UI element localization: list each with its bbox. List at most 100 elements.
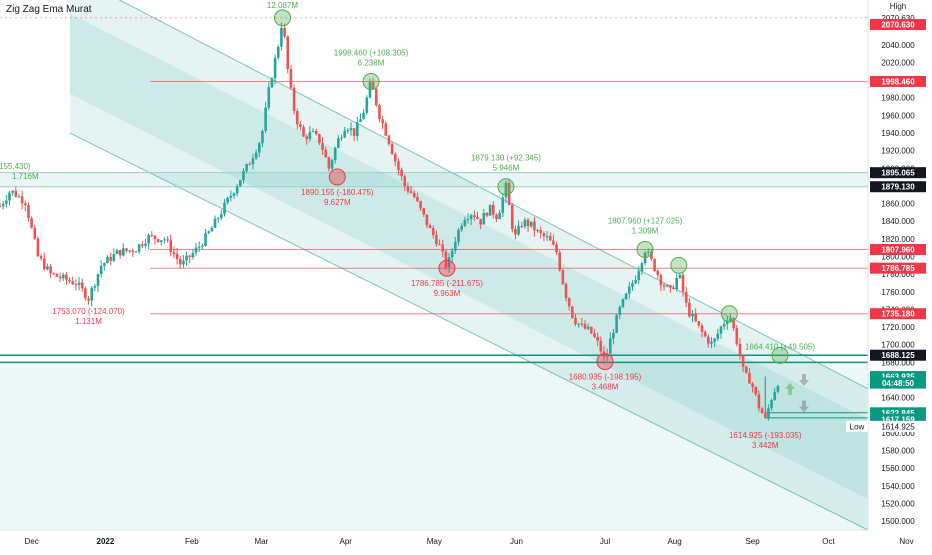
candle-body <box>713 338 716 342</box>
candle-body <box>131 250 135 253</box>
candle-body <box>599 340 603 352</box>
channel-fill-outer <box>70 0 868 530</box>
candle-body <box>412 192 416 198</box>
price-tag <box>870 420 926 432</box>
candle-body <box>754 386 758 395</box>
projection-arrows <box>785 374 809 413</box>
candle-body <box>514 229 517 235</box>
candle-body <box>197 246 201 248</box>
candle-body <box>359 119 362 123</box>
candle-body <box>115 250 119 255</box>
candle-body <box>42 258 46 270</box>
price-tick-label: 1920.000 <box>881 147 915 156</box>
candle-body <box>441 244 445 252</box>
zigzag-annotation: 1680.935 (-198.195) <box>569 373 642 382</box>
zigzag-annotation: 1753.070 (-124.070) <box>52 307 125 316</box>
candle-body <box>153 235 157 240</box>
candle-body <box>226 197 229 203</box>
candle-body <box>289 69 293 88</box>
zigzag-high-marker <box>497 178 515 196</box>
zigzag-annotation: 9.963M <box>434 289 461 298</box>
candle-body <box>422 208 426 215</box>
candle-body <box>526 219 530 227</box>
candle-body <box>343 130 346 138</box>
candle-body <box>748 372 751 384</box>
candle-body <box>457 229 460 242</box>
candle-body <box>444 251 448 268</box>
candle-body <box>710 341 713 344</box>
candle-body <box>650 251 653 260</box>
candle-body <box>450 250 454 258</box>
candle-body <box>621 299 625 307</box>
time-tick-label: Aug <box>667 537 681 546</box>
price-tag-label: High <box>890 2 906 11</box>
candle-body <box>20 196 24 204</box>
candle-body <box>216 218 220 220</box>
candle-body <box>232 193 236 196</box>
candle-body <box>767 408 770 418</box>
candle-body <box>378 105 381 120</box>
candle-body <box>473 215 476 217</box>
candle-body <box>144 243 147 246</box>
zigzag-annotation: 1879.130 (+92.345) <box>471 154 541 163</box>
price-tick-label: 1720.000 <box>881 323 915 332</box>
candle-body <box>39 256 43 259</box>
zigzag-annotation: 1614.925 (-193.035) <box>729 431 802 440</box>
candle-body <box>340 137 343 139</box>
candle-body <box>678 274 682 278</box>
zigzag-annotation: 5.946M <box>493 164 520 173</box>
candle-body <box>400 169 403 177</box>
price-tag <box>870 262 926 274</box>
zigzag-annotation: 9.627M <box>324 198 351 207</box>
candle-body <box>624 293 628 300</box>
candle-body <box>36 238 40 257</box>
candle-body <box>178 259 182 265</box>
price-tick-label: 1860.000 <box>881 200 915 209</box>
candle-body <box>302 127 305 137</box>
time-axis: Dec 2022 Feb Mar Apr May Jun Jul Aug Sep Oct Nov <box>0 529 914 546</box>
zigzag-high-marker <box>273 9 291 27</box>
candle-body <box>659 275 663 286</box>
zigzag-high-marker <box>670 256 688 274</box>
candle-body <box>140 244 144 246</box>
candle-body <box>744 366 748 373</box>
candle-body <box>485 213 489 216</box>
candle-body <box>292 87 296 111</box>
candle-body <box>346 130 350 132</box>
candle-body <box>61 274 65 279</box>
candle-body <box>254 152 258 159</box>
candle-body <box>447 257 451 268</box>
candle-body <box>365 97 369 113</box>
candle-body <box>125 248 128 251</box>
time-tick-label: Sep <box>745 537 760 546</box>
candle-body <box>11 190 14 193</box>
candle-body <box>90 287 94 301</box>
candle-body <box>23 203 27 206</box>
price-tick-label: 1700.000 <box>881 341 915 350</box>
candle-body <box>390 143 394 155</box>
candle-body <box>333 147 337 161</box>
price-tag <box>870 244 926 256</box>
candle-body <box>545 236 549 238</box>
zigzag-annotation: 1786.785 (-211.675) <box>411 279 483 288</box>
candle-body <box>286 36 290 70</box>
candle-body <box>776 385 780 392</box>
candle-body <box>242 170 245 181</box>
zigzag-high-marker <box>720 305 738 323</box>
candle-body <box>608 338 612 354</box>
arrow-up-icon <box>785 382 795 395</box>
candle-body <box>201 245 204 247</box>
price-tag <box>870 167 926 179</box>
price-tag-label: 1614.925 <box>881 422 915 431</box>
candle-body <box>235 186 239 194</box>
candle-body <box>0 206 2 208</box>
candle-body <box>150 235 154 237</box>
candle-body <box>261 130 264 144</box>
candle-body <box>725 320 729 324</box>
candle-body <box>58 276 62 279</box>
candles <box>0 22 780 421</box>
zigzag-annotation: 1.716M <box>12 172 39 181</box>
price-tick-label: 1780.000 <box>881 270 915 279</box>
